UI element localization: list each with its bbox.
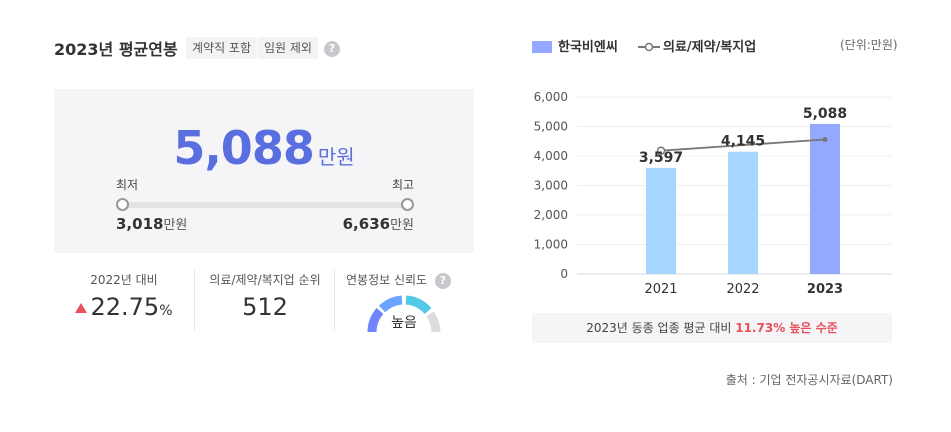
max-salary: 6,636만원	[343, 214, 414, 233]
yoy-label: 2022년 대비	[90, 273, 158, 287]
filter-chip-contract: 계약직 포함	[186, 37, 258, 59]
industry-line	[660, 138, 826, 152]
rank-value: 512	[242, 293, 288, 321]
rank-label: 의료/제약/복지업 순위	[209, 273, 321, 287]
min-salary: 3,018만원	[116, 214, 187, 233]
y-tick-label: 3,000	[534, 179, 568, 193]
y-tick-label: 4,000	[534, 149, 568, 163]
min-salary-unit: 만원	[163, 218, 188, 233]
yoy-change: 22.75%	[54, 293, 194, 321]
unit-note: (단위:만원)	[840, 38, 898, 52]
data-label-2021: 3,597	[639, 150, 683, 166]
bar-2023	[810, 123, 840, 275]
question-icon[interactable]: ?	[324, 41, 340, 57]
max-salary-unit: 만원	[390, 218, 414, 233]
question-icon[interactable]: ?	[435, 273, 451, 289]
yoy-unit: %	[159, 303, 173, 319]
data-label-2022: 4,145	[721, 134, 765, 150]
legend-company: 한국비엔씨	[558, 40, 618, 55]
legend-company-swatch	[532, 41, 552, 53]
min-marker	[116, 198, 129, 211]
x-tick-label: 2023	[807, 282, 843, 297]
gauge-segment-4	[426, 311, 441, 333]
max-salary-value: 6,636	[342, 215, 391, 233]
industry-point-2023	[822, 136, 828, 142]
comparison-highlight: 11.73% 높은 수준	[735, 321, 838, 335]
x-tick-label: 2021	[644, 282, 677, 297]
y-tick-label: 0	[560, 267, 568, 281]
min-label: 최저	[116, 178, 139, 192]
gauge-segment-2	[378, 295, 403, 313]
max-label: 최고	[392, 178, 415, 192]
average-salary: 5,088 만원	[54, 121, 474, 175]
bar-2022	[728, 151, 758, 274]
comparison-banner: 2023년 동종 업종 평균 대비 11.73% 높은 수준	[532, 313, 892, 343]
reliability-label: 연봉정보 신뢰도	[346, 271, 446, 288]
y-tick-label: 2,000	[534, 208, 568, 222]
bar-2021	[646, 167, 676, 274]
max-marker	[401, 198, 414, 211]
comparison-text: 2023년 동종 업종 평균 대비	[586, 321, 736, 335]
up-arrow-icon	[75, 303, 88, 313]
yoy-value: 22.75	[90, 293, 160, 321]
y-tick-label: 6,000	[534, 90, 568, 104]
salary-range-bar	[120, 202, 408, 208]
industry-point-2021	[656, 146, 666, 155]
reliability-gauge: 높음	[367, 295, 441, 333]
x-tick-label: 2022	[726, 282, 759, 297]
average-salary-value: 5,088	[173, 121, 315, 175]
filter-chip-exec: 임원 제외	[258, 37, 318, 59]
legend-industry: 의료/제약/복지업	[663, 40, 757, 55]
page-title: 2023년 평균연봉	[54, 40, 178, 59]
reliability-value: 높음	[391, 315, 417, 331]
stats-divider	[194, 270, 195, 330]
reliability-label-text: 연봉정보 신뢰도	[346, 273, 428, 287]
data-source: 출처 : 기업 전자공시자료(DART)	[725, 373, 893, 387]
min-salary-value: 3,018	[116, 215, 164, 233]
legend-industry-line-icon	[638, 42, 660, 52]
gauge-segment-1	[367, 308, 384, 333]
gauge-segment-3	[405, 295, 432, 315]
y-tick-label: 5,000	[534, 120, 568, 134]
data-label-2023: 5,088	[803, 106, 847, 122]
y-tick-label: 1,000	[534, 238, 568, 252]
stats-divider	[334, 270, 335, 330]
salary-chart: 0 1,000 2,000 3,000 4,000 5,000 6,000 2021 2022 2…	[534, 90, 892, 297]
salary-summary-card: 5,088 만원 최저 최고 3,018만원 6,636만원	[54, 89, 474, 253]
average-salary-unit: 만원	[317, 145, 355, 169]
